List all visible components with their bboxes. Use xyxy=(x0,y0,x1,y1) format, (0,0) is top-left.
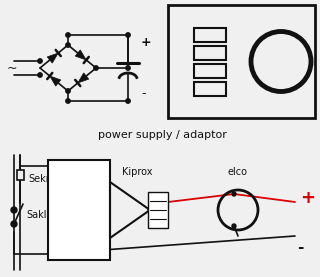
Circle shape xyxy=(11,207,17,213)
Bar xyxy=(148,192,168,228)
Text: +: + xyxy=(300,189,315,207)
Text: power supply / adaptor: power supply / adaptor xyxy=(98,130,227,140)
Bar xyxy=(48,160,110,260)
Text: Saklar: Saklar xyxy=(26,210,57,220)
Polygon shape xyxy=(50,76,61,86)
Polygon shape xyxy=(75,50,86,60)
Text: elco: elco xyxy=(228,167,248,177)
Bar xyxy=(17,170,24,180)
Text: +: + xyxy=(141,36,152,49)
Bar xyxy=(168,5,315,118)
Circle shape xyxy=(232,224,236,228)
Circle shape xyxy=(66,99,70,103)
Bar xyxy=(194,27,226,42)
Text: -: - xyxy=(141,87,146,100)
Text: -: - xyxy=(297,240,303,255)
Text: Sekring: Sekring xyxy=(28,174,65,184)
Circle shape xyxy=(126,66,130,70)
Circle shape xyxy=(11,221,17,227)
Text: Kiprox: Kiprox xyxy=(122,167,153,177)
Polygon shape xyxy=(47,53,58,63)
Circle shape xyxy=(66,43,70,47)
Bar xyxy=(194,63,226,78)
Text: ~: ~ xyxy=(7,61,18,75)
Circle shape xyxy=(38,73,42,77)
Circle shape xyxy=(126,33,130,37)
Polygon shape xyxy=(78,73,89,83)
Circle shape xyxy=(126,99,130,103)
Circle shape xyxy=(38,59,42,63)
Circle shape xyxy=(66,89,70,93)
Bar xyxy=(194,81,226,96)
Circle shape xyxy=(94,66,98,70)
Circle shape xyxy=(66,33,70,37)
Bar xyxy=(194,45,226,60)
Circle shape xyxy=(232,192,236,196)
